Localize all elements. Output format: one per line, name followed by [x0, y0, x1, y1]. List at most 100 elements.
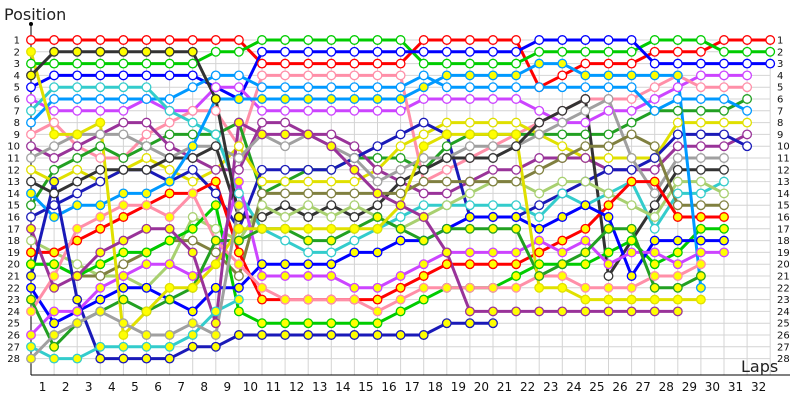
- series-23-point: [141, 306, 152, 317]
- series-17-point: [280, 318, 291, 329]
- series-19-point: [118, 271, 129, 281]
- series-14-point: [257, 200, 267, 211]
- series-24-point: [164, 223, 175, 234]
- series-22-point: [603, 70, 614, 81]
- series-16-point: [210, 176, 221, 187]
- series-24-point: [187, 247, 198, 258]
- series-12-point: [719, 164, 729, 175]
- series-25-point: [72, 294, 83, 305]
- x-tick-label: 25: [589, 380, 604, 394]
- series-23-point: [349, 223, 360, 234]
- series-9-point: [72, 141, 83, 152]
- series-22-point: [303, 94, 314, 104]
- series-17-point: [257, 318, 267, 329]
- series-14-point: [534, 188, 545, 199]
- x-tick-label: 3: [85, 380, 93, 394]
- series-9-point: [441, 188, 452, 199]
- series-2-point: [303, 35, 314, 45]
- series-4-point: [441, 94, 452, 104]
- series-17-point: [603, 247, 614, 258]
- series-13-point: [326, 247, 337, 258]
- series-5-point: [719, 82, 729, 93]
- series-26-point: [118, 46, 129, 57]
- y-tick-label-right: 19: [777, 248, 790, 259]
- series-1-point: [464, 35, 475, 45]
- series-25-point: [210, 341, 221, 352]
- series-17-point: [534, 259, 545, 270]
- series-22-point: [95, 200, 106, 211]
- series-2-point: [534, 46, 545, 57]
- series-5-point: [372, 70, 383, 81]
- y-tick-label-left: 9: [14, 130, 20, 141]
- series-19-point: [649, 247, 660, 258]
- x-tick-label: 12: [289, 380, 304, 394]
- series-20-point: [580, 282, 591, 293]
- series-24-point: [141, 223, 152, 234]
- series-3-point: [695, 58, 706, 69]
- series-6-point: [626, 117, 637, 128]
- series-22-point: [695, 282, 706, 293]
- series-23-point: [695, 294, 706, 305]
- series-23-point: [580, 294, 591, 305]
- series-16-point: [418, 271, 429, 281]
- series-4-point: [118, 105, 129, 116]
- series-16-point: [580, 223, 591, 234]
- y-tick-label-left: 23: [7, 295, 20, 306]
- series-18-point: [210, 282, 221, 293]
- series-9-point: [511, 164, 522, 175]
- y-tick-label-right: 3: [777, 59, 783, 70]
- series-16-point: [626, 176, 637, 187]
- series-9-point: [488, 164, 498, 175]
- series-9-point: [164, 141, 175, 152]
- series-6-point: [187, 129, 198, 140]
- series-16-point: [372, 294, 383, 305]
- y-tick-label-left: 6: [14, 95, 20, 106]
- series-28-point: [164, 330, 175, 340]
- series-28-point: [26, 353, 36, 364]
- series-18-point: [280, 259, 291, 270]
- x-tick-label: 13: [312, 380, 327, 394]
- series-1-point: [26, 35, 36, 45]
- series-23-point: [187, 282, 198, 293]
- series-15-point: [187, 235, 198, 246]
- series-markers: [26, 35, 776, 364]
- series-16-point: [26, 247, 36, 258]
- series-24-point: [372, 188, 383, 199]
- series-23-point: [280, 223, 291, 234]
- series-1-point: [672, 46, 683, 57]
- series-6-point: [719, 105, 729, 116]
- series-2-point: [326, 35, 337, 45]
- series-13-point: [349, 235, 360, 246]
- y-tick-label-right: 14: [777, 189, 790, 200]
- series-1-point: [626, 58, 637, 69]
- series-2-point: [72, 58, 83, 69]
- series-20-point: [257, 282, 267, 293]
- series-5-point: [349, 70, 360, 81]
- series-28-point: [118, 318, 129, 329]
- series-1-point: [118, 35, 129, 45]
- series-22-point: [257, 94, 267, 104]
- series-13-point: [488, 200, 498, 211]
- series-2-point: [765, 46, 776, 57]
- series-5-point: [257, 70, 267, 81]
- series-23-point: [672, 294, 683, 305]
- series-2-point: [649, 35, 660, 45]
- series-1-point: [49, 35, 60, 45]
- series-7-point: [649, 105, 660, 116]
- series-1-point: [280, 58, 291, 69]
- x-tick-label: 20: [474, 380, 489, 394]
- series-12-point: [557, 105, 568, 116]
- series-23-point: [303, 223, 314, 234]
- series-9-point: [141, 117, 152, 128]
- series-18-point: [349, 247, 360, 258]
- series-14-point: [349, 200, 360, 211]
- series-15-point: [464, 176, 475, 187]
- series-22-point: [326, 94, 337, 104]
- series-25-point: [280, 330, 291, 340]
- series-19-point: [695, 247, 706, 258]
- y-axis-arrow: [29, 22, 33, 26]
- series-7-point: [534, 82, 545, 93]
- series-25-point: [441, 318, 452, 329]
- series-14-point: [557, 176, 568, 187]
- series-7-point: [672, 94, 683, 104]
